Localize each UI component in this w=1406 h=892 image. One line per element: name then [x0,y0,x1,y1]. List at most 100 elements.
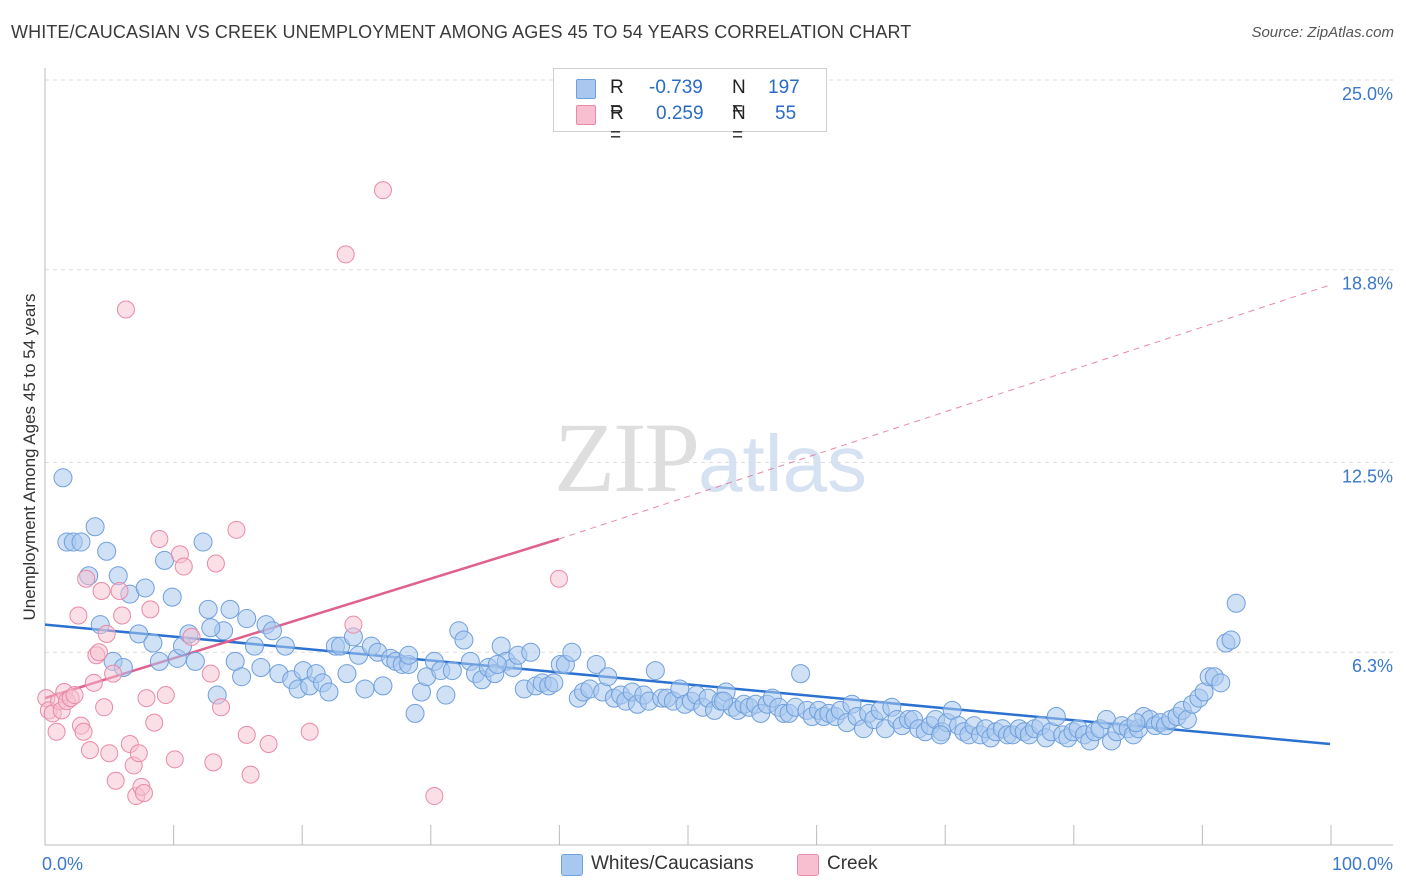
creek-point [95,698,114,717]
creek-point [241,765,260,784]
x-tick-label-max: 100.0% [1332,854,1393,874]
whites-point [251,658,271,678]
creek-point [113,606,132,625]
whites-point [201,618,221,638]
whites-point [355,679,375,699]
whites-point [149,651,169,671]
whites-point [155,550,175,570]
whites-point [405,703,425,723]
creek-point [92,582,111,601]
creek-point [97,624,116,643]
whites-point [337,664,357,684]
whites-point [262,621,282,641]
legend-r-label: R = [610,77,624,120]
whites-point [586,654,606,674]
creek-point [237,725,256,744]
legend-n-value: 197 [768,77,800,98]
whites-point [598,667,618,687]
creek-point [104,664,123,683]
y-tick-label: 25.0% [1342,84,1393,104]
creek-point [165,750,184,769]
whites-point [713,691,733,711]
creek-point [174,557,193,576]
legend-n-label: N = [732,77,746,120]
watermark-zip: ZIP [554,402,700,513]
creek-point [201,664,220,683]
whites-point [71,532,91,552]
whites-point [232,667,252,687]
whites-point [53,468,73,488]
creek-point [65,686,84,705]
creek-point [259,735,278,754]
creek-point [425,787,444,806]
whites-point [193,532,213,552]
legend-n-value: 55 [775,103,797,124]
whites-point [185,651,205,671]
whites-point [791,664,811,684]
creek-point [134,783,153,802]
creek-point [74,722,93,741]
creek-point [145,713,164,732]
whites-point [454,630,474,650]
whites-point [237,609,257,629]
y-tick-label: 12.5% [1342,467,1393,487]
whites-point [373,676,393,696]
creek-point [129,744,148,763]
watermark: ZIPatlas [554,400,867,515]
creek-point [550,569,568,588]
whites-point [1046,706,1066,726]
creek-point [373,181,392,200]
creek-point [212,698,231,717]
whites-point [220,599,240,619]
whites-point [331,636,351,656]
creek-swatch-icon [576,105,596,125]
creek-point [137,689,156,708]
source-credit: Source: ZipAtlas.com [1251,24,1394,41]
whites-point [135,578,155,598]
legend-n-label: N = [732,103,746,146]
creek-point [106,771,125,790]
whites-point [1126,713,1146,733]
watermark-atlas: atlas [698,419,867,508]
gridlines [45,79,1393,653]
whites-point [442,661,462,681]
whites-legend-icon [561,854,583,876]
whites-point [436,685,456,705]
creek-point [156,686,175,705]
creek-point [47,722,66,741]
correlation-legend: R = -0.739 N = 197 R = 0.259 N = 55 [553,68,827,146]
tick-labels: 6.3% 12.5% 18.8% 25.0% 0.0% 100.0% [42,84,1393,874]
x-tick-label-min: 0.0% [42,854,83,874]
y-tick-label: 6.3% [1352,656,1393,676]
whites-point [1226,593,1246,613]
whites-point [349,645,369,665]
creek-point [150,530,169,548]
creek-point [69,606,88,625]
creek-point [204,753,223,772]
creek-point [80,741,99,760]
creek-point [336,245,355,264]
data-points [37,181,1246,806]
whites-point [399,645,419,665]
whites-point [97,541,117,561]
chart-title: WHITE/CAUCASIAN VS CREEK UNEMPLOYMENT AM… [11,22,912,42]
creek-point [344,615,363,634]
whites-point [275,636,295,656]
whites-point [1221,630,1241,650]
whites-point [319,682,339,702]
whites-point [162,587,182,607]
whites-point [85,517,105,537]
whites-point [244,636,264,656]
whites-point [198,599,218,619]
creek-point [84,673,103,692]
whites-point [544,673,564,693]
whites-swatch-icon [576,79,596,99]
whites-point [931,725,951,745]
creek-point [89,643,108,662]
creek-point [77,569,96,588]
creek-legend-icon [797,854,819,876]
creek-legend-label: Creek [827,853,878,874]
whites-point [143,633,163,653]
creek-point [100,744,119,763]
